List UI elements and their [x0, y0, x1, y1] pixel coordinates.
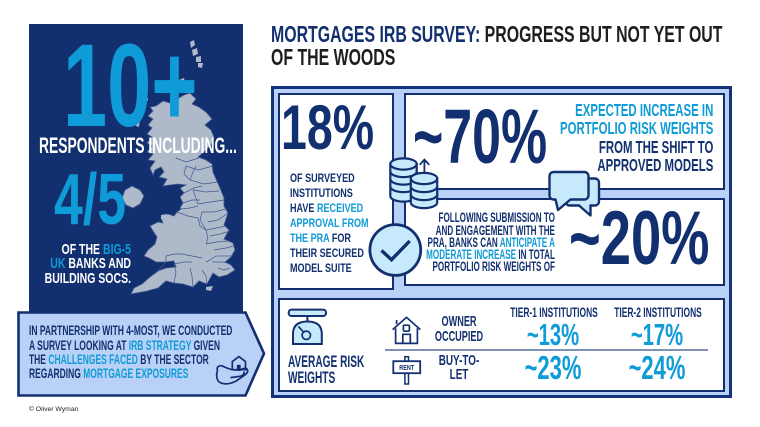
svg-text:RENT: RENT: [399, 364, 414, 372]
